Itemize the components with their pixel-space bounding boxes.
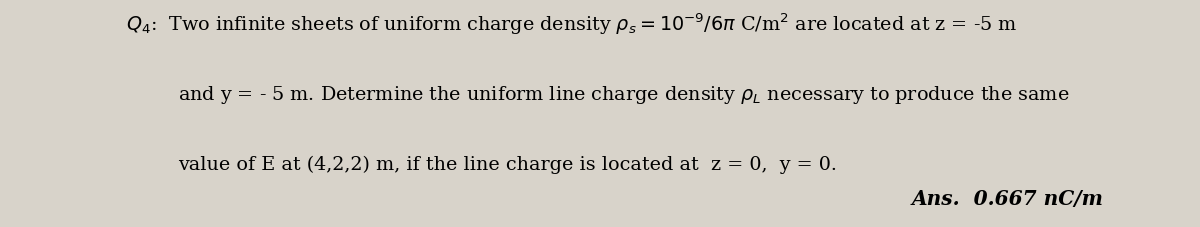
- Text: Ans.  0.667 nC/m: Ans. 0.667 nC/m: [912, 189, 1104, 209]
- Text: value of E at (4,2,2) m, if the line charge is located at  z = 0,  y = 0.: value of E at (4,2,2) m, if the line cha…: [178, 155, 836, 174]
- Text: $Q_4$:  Two infinite sheets of uniform charge density $\rho_s = 10^{-9}/6\pi$ C/: $Q_4$: Two infinite sheets of uniform ch…: [126, 11, 1018, 37]
- Text: and y = - 5 m. Determine the uniform line charge density $\rho_L$ necessary to p: and y = - 5 m. Determine the uniform lin…: [178, 84, 1069, 106]
